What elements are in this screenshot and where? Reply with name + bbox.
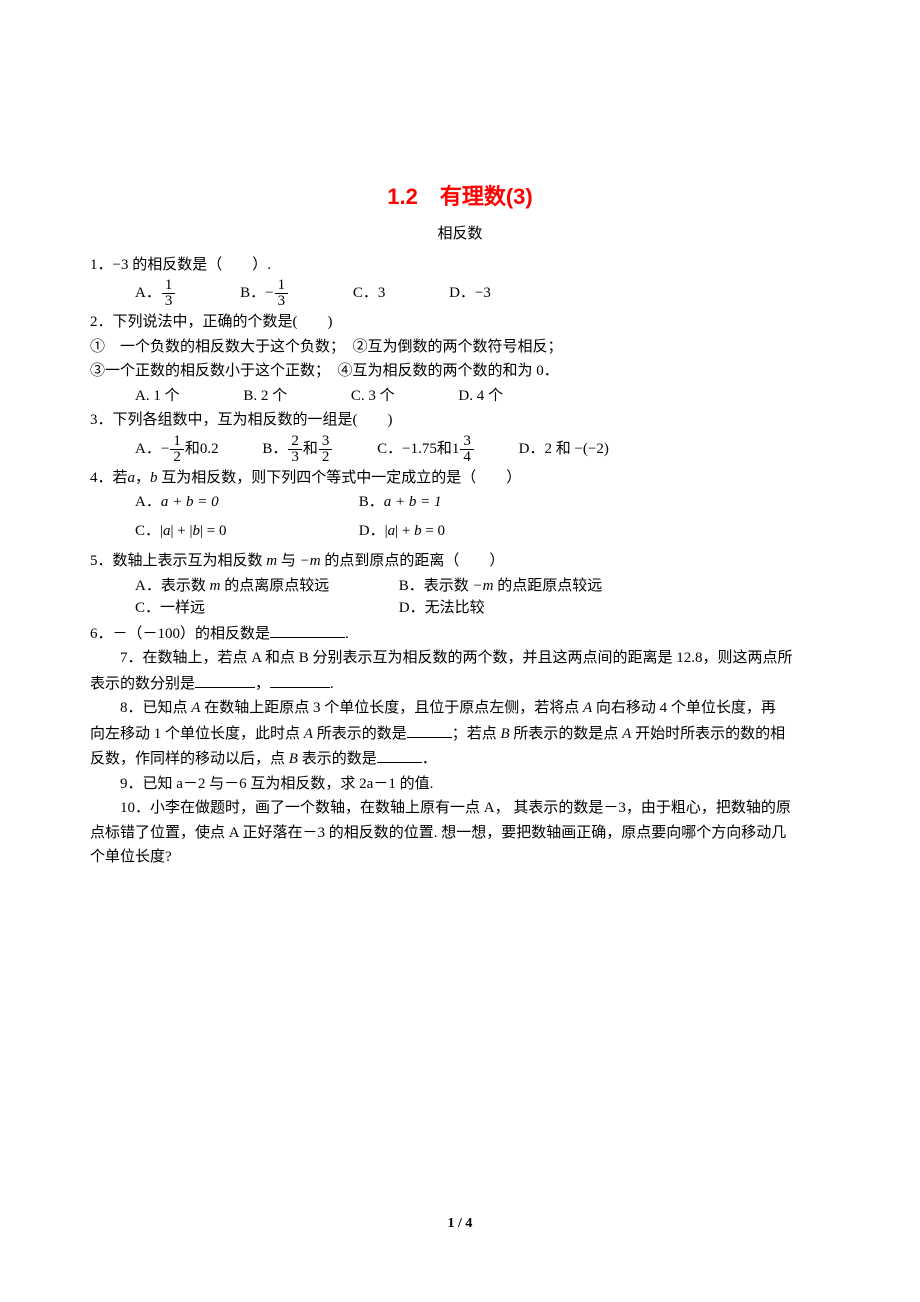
q4-opt-a: A．a + b = 0 [135,491,355,514]
q5-opt-d: D．无法比较 [399,600,485,616]
doc-subtitle: 相反数 [90,223,830,246]
page-content: 1.2 有理数(3) 相反数 1．−3 的相反数是（ ）. A．13 B．−13… [0,0,920,869]
q2-opt-b: B. 2 个 [243,385,287,408]
page-number: 1 / 4 [0,1216,920,1232]
q3-opt-c: C．−1.75和134 [377,434,475,465]
question-8-l2: 向左移动 1 个单位长度，此时点 A 所表示的数是；若点 B 所表示的数是点 A… [90,722,830,746]
q1-opt-c: C．3 [353,282,386,305]
q4-opt-c: C．|a| + |b| = 0 [135,520,355,543]
frac-1-3: 13 [162,278,176,309]
q3-opt-a: A．−12和0.2 [135,434,219,465]
q1-stem-b: 的相反数是（ ）. [132,257,271,273]
question-1: 1．−3 的相反数是（ ）. [90,254,830,277]
q2-options: A. 1 个 B. 2 个 C. 3 个 D. 4 个 [90,385,830,408]
q7-blank2 [270,672,330,688]
q1-opt-b: B．−13 [240,278,289,309]
q4-opt-d: D．|a| + b = 0 [359,523,445,539]
doc-title: 1.2 有理数(3) [90,180,830,213]
question-2-line1: ① 一个负数的相反数大于这个负数； ②互为倒数的两个数符号相反； [90,336,830,359]
q5-row2: C．一样远 D．无法比较 [90,597,830,620]
question-5-stem: 5．数轴上表示互为相反数 m 与 −m 的点到原点的距离（ ） [90,550,830,573]
question-10-l2: 点标错了位置，使点 A 正好落在－3 的相反数的位置. 想一想，要把数轴画正确，… [90,822,830,845]
q1-opt-d: D．−3 [449,282,491,305]
question-4-stem: 4．若a，b 互为相反数，则下列四个等式中一定成立的是（ ） [90,467,830,490]
q4-opt-b: B．a + b = 1 [359,494,442,510]
q5-opt-b: B．表示数 −m 的点距原点较远 [399,578,603,594]
question-9: 9．已知 a－2 与－6 互为相反数，求 2a－1 的值. [90,773,830,796]
q8-blank1 [407,722,452,738]
q6-blank [270,622,345,638]
q1-options: A．13 B．−13 C．3 D．−3 [90,278,830,309]
q1-stem-a: 1． [90,257,113,273]
question-8-l3: 反数，作同样的移动以后，点 B 表示的数是． [90,747,830,771]
q3-options: A．−12和0.2 B．23和32 C．−1.75和134 D．2 和 −(−2… [90,434,830,465]
q1-neg3: −3 [113,257,129,273]
q2-opt-d: D. 4 个 [458,385,503,408]
question-10-l3: 个单位长度? [90,846,830,869]
q7-blank1 [195,672,255,688]
question-10-l1: 10．小李在做题时，画了一个数轴，在数轴上原有一点 A， 其表示的数是－3，由于… [90,797,830,820]
q5-opt-c: C．一样远 [135,597,395,620]
q2-opt-a: A. 1 个 [135,385,180,408]
question-7-l1: 7．在数轴上，若点 A 和点 B 分别表示互为相反数的两个数，并且这两点间的距离… [90,647,830,670]
question-2-line2: ③一个正数的相反数小于这个正数； ④互为相反数的两个数的和为 0． [90,360,830,383]
q3-opt-d: D．2 和 −(−2) [519,438,609,461]
q1-b-label: B． [240,285,265,301]
q4-row2: C．|a| + |b| = 0 D．|a| + b = 0 [90,520,830,543]
question-6: 6．－（－100）的相反数是. [90,622,830,646]
question-8-l1: 8．已知点 A 在数轴上距原点 3 个单位长度，且位于原点左侧，若将点 A 向右… [90,697,830,720]
q1-a-label: A． [135,285,161,301]
q4-row1: A．a + b = 0 B．a + b = 1 [90,491,830,514]
question-2-stem: 2．下列说法中，正确的个数是( ) [90,311,830,334]
question-3-stem: 3．下列各组数中，互为相反数的一组是( ) [90,409,830,432]
q1-opt-a: A．13 [135,278,176,309]
q8-blank2 [377,747,422,763]
q5-opt-a: A．表示数 m 的点离原点较远 [135,575,395,598]
q3-opt-b: B．23和32 [262,434,333,465]
q2-opt-c: C. 3 个 [351,385,395,408]
question-7-l2: 表示的数分别是，. [0,672,830,696]
frac-neg-1-3: 13 [275,278,289,309]
q5-row1: A．表示数 m 的点离原点较远 B．表示数 −m 的点距原点较远 [90,575,830,598]
